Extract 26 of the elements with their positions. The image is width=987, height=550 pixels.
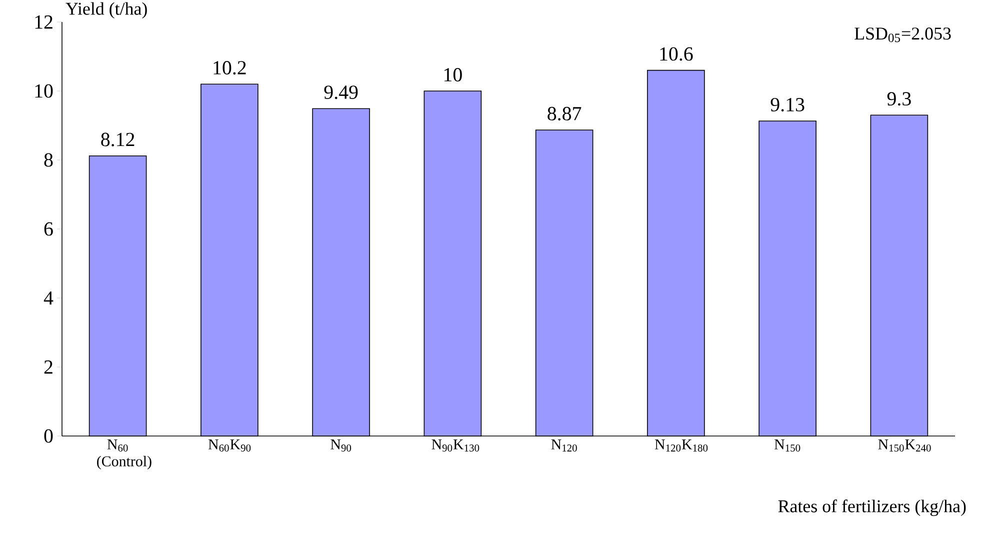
x-tick-label: N$_{60}$ (Control): [97, 440, 152, 470]
x-tick-label: N$_{150}$: [774, 440, 800, 452]
x-tick-label: N$_{150}$K$_{240}$: [878, 440, 931, 452]
x-tick-label: N$_{90}$K$_{130}$: [432, 440, 480, 452]
data-label: 9.3: [887, 92, 911, 106]
data-label: 9.49: [324, 86, 358, 100]
x-tick-label: N$_{60}$K$_{90}$: [208, 440, 251, 452]
y-tick-label: 8: [44, 153, 53, 167]
data-label: 10: [444, 68, 462, 82]
y-tick-label: 6: [44, 222, 53, 236]
y-tick-label: 10: [35, 84, 53, 98]
x-tick-label: N$_{120}$K$_{180}$: [654, 440, 708, 452]
x-axis-title: Rates of fertilizers (kg/ha): [778, 500, 966, 516]
data-label: 9.13: [770, 98, 804, 112]
y-tick-label: 2: [44, 360, 52, 374]
x-tick-label: N$_{120}$: [551, 440, 577, 452]
data-label: 8.12: [101, 132, 134, 146]
data-label: 10.2: [214, 61, 246, 75]
y-tick-label: 4: [44, 291, 54, 305]
data-label: 8.87: [548, 106, 582, 120]
data-label: 10.6: [660, 47, 693, 61]
y-axis-title: Yield (t/ha): [66, 2, 147, 18]
annotation: LSD$_{05}$=2.053: [854, 28, 951, 42]
y-tick-label: 0: [44, 429, 53, 443]
x-tick-label: N$_{90}$: [330, 440, 352, 452]
y-tick-label: 12: [35, 15, 52, 29]
